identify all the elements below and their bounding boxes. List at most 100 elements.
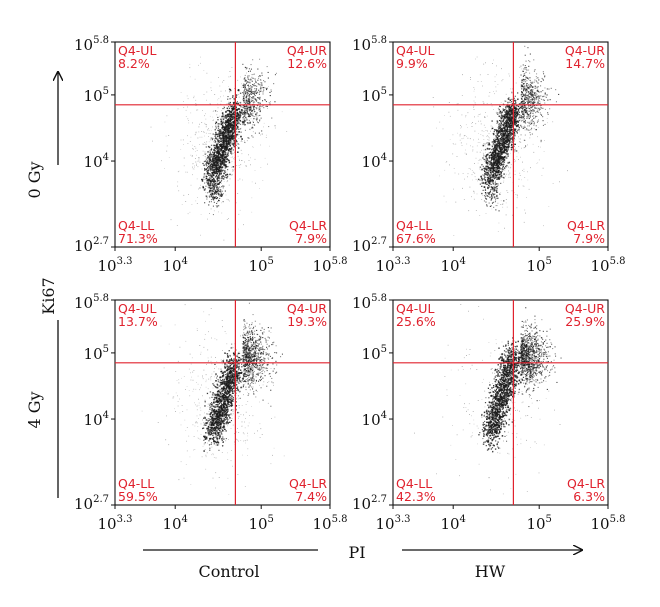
scatter-point	[256, 105, 258, 107]
scatter-point	[522, 68, 524, 70]
scatter-point	[226, 114, 229, 116]
scatter-point	[484, 179, 486, 181]
scatter-point	[213, 190, 215, 191]
scatter-point	[252, 59, 254, 61]
scatter-point	[266, 66, 268, 68]
scatter-point	[253, 118, 255, 120]
scatter-point	[496, 205, 498, 207]
scatter-point	[231, 127, 233, 129]
scatter-point	[230, 121, 232, 123]
scatter-point	[500, 149, 502, 151]
scatter-point	[215, 131, 217, 134]
scatter-point	[509, 121, 511, 123]
scatter-point	[253, 106, 255, 108]
scatter-point	[183, 194, 185, 196]
scatter-point	[489, 177, 491, 179]
scatter-point	[219, 133, 221, 136]
scatter-point	[246, 117, 248, 119]
scatter-point	[202, 150, 204, 152]
scatter-point	[204, 179, 206, 180]
scatter-point	[210, 190, 212, 192]
scatter-point	[220, 146, 222, 148]
scatter-point	[232, 113, 234, 115]
scatter-point	[532, 86, 534, 88]
scatter-point	[474, 176, 476, 178]
scatter-point	[247, 78, 249, 80]
scatter-point	[490, 183, 492, 186]
scatter-point	[498, 145, 500, 148]
scatter-point	[252, 77, 254, 79]
scatter-point	[514, 111, 516, 113]
scatter-point	[483, 135, 484, 137]
scatter-point	[249, 70, 251, 72]
scatter-point	[521, 91, 523, 93]
scatter-point	[529, 115, 531, 117]
scatter-point	[544, 76, 546, 78]
scatter-point	[227, 174, 229, 176]
scatter-point	[218, 160, 220, 162]
scatter-point	[236, 101, 238, 103]
scatter-point	[504, 114, 507, 117]
scatter-point	[217, 116, 219, 118]
scatter-point	[486, 179, 489, 181]
scatter-point	[536, 78, 537, 79]
column-label-hw: HW	[475, 562, 506, 581]
scatter-point	[489, 177, 491, 180]
scatter-point	[510, 164, 512, 165]
scatter-point	[252, 100, 254, 102]
scatter-point	[246, 109, 248, 111]
scatter-point	[520, 142, 522, 143]
scatter-point	[230, 105, 232, 108]
scatter-point	[495, 145, 496, 146]
scatter-point	[223, 139, 225, 141]
scatter-point	[226, 129, 228, 131]
scatter-point	[248, 98, 250, 100]
scatter-point	[205, 192, 207, 193]
scatter-point	[207, 157, 209, 159]
scatter-point	[484, 176, 486, 178]
scatter-point	[233, 136, 235, 138]
scatter-point	[526, 129, 528, 131]
scatter-point	[228, 142, 230, 144]
scatter-point	[524, 134, 526, 136]
scatter-point	[213, 149, 215, 151]
scatter-point	[187, 106, 188, 108]
scatter-point	[206, 180, 208, 182]
scatter-point	[194, 165, 195, 167]
scatter-point	[506, 127, 508, 129]
scatter-point	[208, 195, 210, 197]
scatter-point	[228, 161, 231, 163]
scatter-point	[532, 112, 534, 114]
scatter-point	[251, 89, 253, 91]
scatter-point	[213, 199, 215, 201]
scatter-point	[505, 175, 506, 177]
scatter-point	[205, 185, 207, 187]
scatter-point	[509, 132, 511, 134]
scatter-point	[229, 141, 231, 143]
scatter-point	[503, 200, 505, 202]
scatter-point	[492, 159, 495, 162]
scatter-point	[232, 128, 234, 130]
scatter-point	[489, 173, 490, 175]
scatter-point	[490, 157, 491, 158]
scatter-point	[211, 164, 214, 166]
scatter-point	[468, 210, 470, 212]
scatter-point	[482, 152, 484, 154]
scatter-point	[510, 105, 513, 107]
scatter-point	[492, 186, 494, 188]
scatter-point	[229, 142, 232, 144]
scatter-point	[196, 203, 198, 204]
scatter-point	[523, 83, 525, 85]
scatter-point	[235, 109, 237, 111]
scatter-point	[242, 110, 244, 112]
scatter-point	[491, 127, 494, 130]
scatter-point	[505, 165, 507, 168]
scatter-point	[524, 126, 526, 128]
scatter-point	[471, 123, 472, 124]
scatter-point	[210, 176, 213, 178]
scatter-point	[217, 162, 219, 164]
scatter-point	[503, 159, 506, 161]
scatter-point	[501, 136, 503, 139]
scatter-point	[241, 160, 243, 161]
scatter-point	[215, 127, 217, 129]
